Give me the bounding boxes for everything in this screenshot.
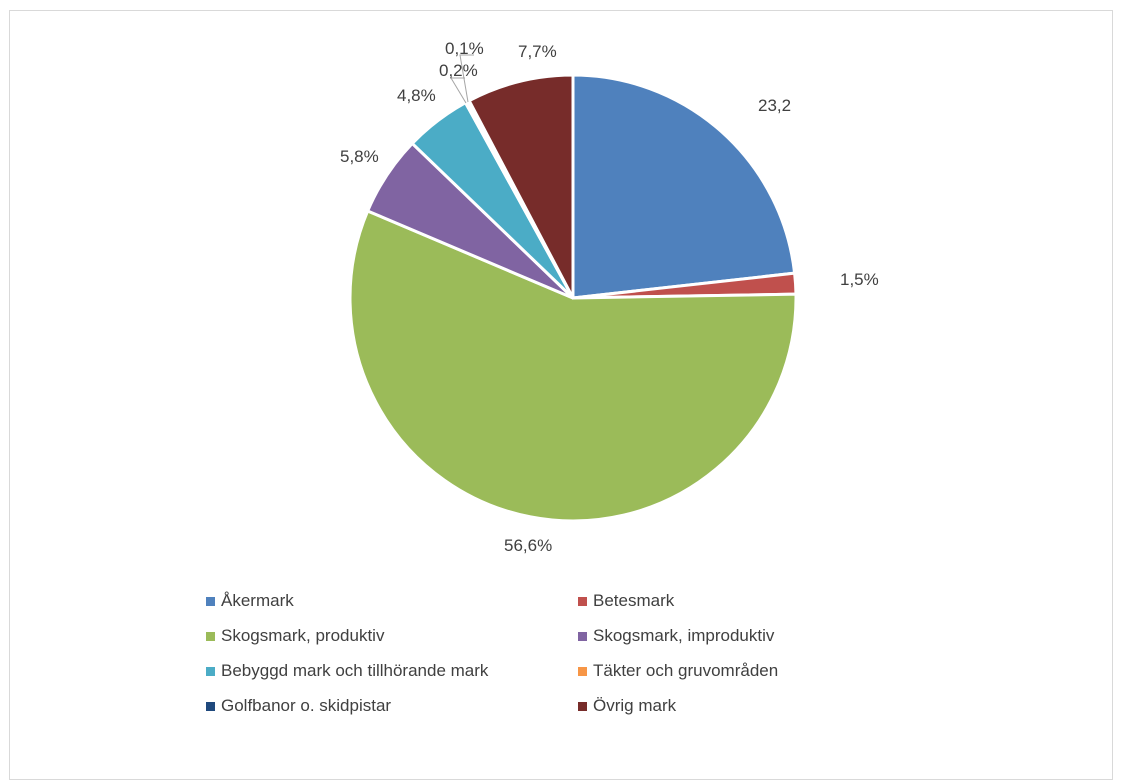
data-label-6: 0,2%: [439, 61, 478, 80]
pie-slice-1: [571, 73, 797, 300]
data-label-2: 1,5%: [840, 270, 879, 289]
legend-item-2: Betesmark: [578, 590, 950, 612]
leader-lines: [450, 54, 474, 104]
data-label-7: 0,1%: [445, 39, 484, 58]
legend-item-4: Skogsmark, improduktiv: [578, 625, 950, 647]
legend-label-2: Betesmark: [593, 591, 675, 610]
legend-label-8: Övrig mark: [593, 696, 677, 715]
legend-label-6: Täkter och gruvområden: [593, 661, 779, 680]
legend: Åkermark Betesmark Skogsmark, produktiv Sko…: [206, 590, 966, 717]
data-label-3: 56,6%: [504, 536, 552, 555]
pie-slices: [348, 73, 798, 523]
legend-item-5: Bebyggd mark och tillhörande mark: [206, 660, 578, 682]
legend-item-8: Övrig mark: [578, 695, 950, 717]
legend-label-4: Skogsmark, improduktiv: [593, 626, 775, 645]
legend-swatch-8: [578, 701, 587, 711]
legend-swatch-2: [578, 596, 587, 606]
legend-swatch-3: [206, 631, 215, 641]
legend-label-7: Golfbanor o. skidpistar: [221, 696, 392, 715]
legend-swatch-7: [206, 701, 215, 711]
legend-item-7: Golfbanor o. skidpistar: [206, 695, 578, 717]
leader-line-7: [459, 54, 474, 103]
legend-swatch-1: [206, 596, 215, 606]
data-label-1: 23,2: [758, 96, 791, 115]
leader-line-6: [450, 77, 467, 104]
pie-slice-8: [467, 73, 575, 300]
legend-label-3: Skogsmark, produktiv: [221, 626, 385, 645]
data-label-5: 4,8%: [397, 86, 436, 105]
data-label-8: 7,7%: [518, 42, 557, 61]
legend-item-6: Täkter och gruvområden: [578, 660, 950, 682]
pie-slice-3: [348, 209, 798, 523]
data-labels: 23,2 1,5% 56,6% 5,8% 4,8%0,2% 0,1% 7,7%: [340, 39, 879, 555]
legend-swatch-4: [578, 631, 587, 641]
legend-swatch-6: [578, 666, 587, 676]
legend-label-5: Bebyggd mark och tillhörande mark: [221, 661, 489, 680]
data-label-4: 5,8%: [340, 147, 379, 166]
legend-swatch-5: [206, 666, 215, 676]
legend-item-3: Skogsmark, produktiv: [206, 625, 578, 647]
legend-label-1: Åkermark: [221, 591, 294, 610]
legend-item-1: Åkermark: [206, 590, 578, 612]
